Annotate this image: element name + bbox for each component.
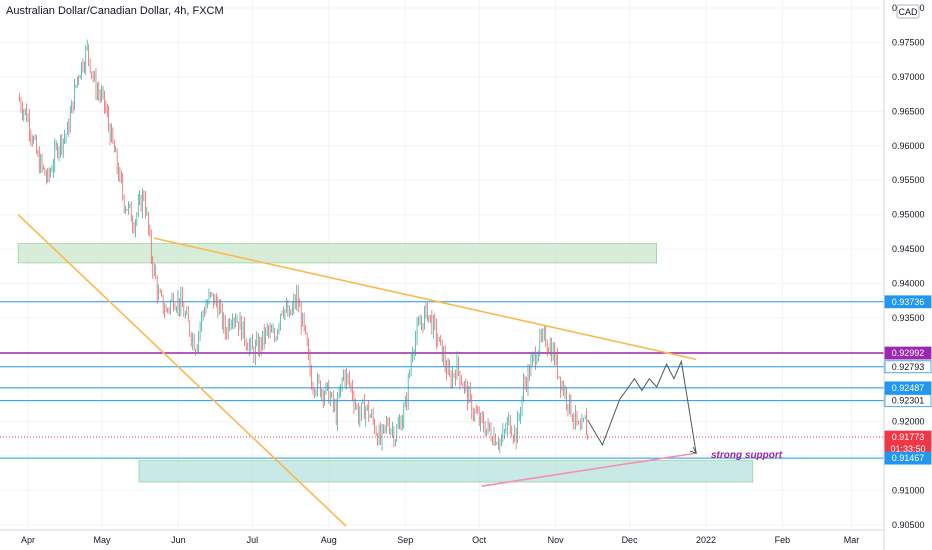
- zone-rect: [138, 460, 754, 483]
- x-tick-label: Sep: [397, 535, 413, 545]
- price-tag-label: 0.92301: [892, 396, 925, 406]
- price-tags: 0.93736 0.92992 0.92793 0.92487 0.92301 0.917…: [884, 295, 932, 465]
- projection-layer: [587, 359, 698, 454]
- y-tick-label: 0.97000: [892, 72, 925, 82]
- zone-rect: [17, 243, 657, 264]
- y-tick-label: 0.91000: [892, 485, 925, 495]
- y-tick-label: 0.90500: [892, 520, 925, 530]
- x-tick-label: Aug: [321, 535, 337, 545]
- currency-label: CAD: [898, 7, 918, 17]
- x-tick-label: Oct: [472, 535, 487, 545]
- y-tick-label: 0.96500: [892, 106, 925, 116]
- x-tick-label: 2022: [696, 535, 716, 545]
- y-tick-label: 0.92000: [892, 416, 925, 426]
- x-tick-label: Mar: [844, 535, 860, 545]
- price-tag: [884, 394, 932, 408]
- trendline: [17, 214, 347, 527]
- x-tick-label: Jun: [171, 535, 186, 545]
- x-tick-label: Jul: [247, 535, 259, 545]
- price-tag: [884, 360, 932, 374]
- price-tag: [884, 295, 932, 309]
- candlestick-series: [19, 39, 589, 454]
- price-tag-label: 01:33:50: [890, 444, 925, 454]
- price-tag: [884, 346, 932, 360]
- price-tag-label: 0.92487: [892, 383, 925, 393]
- annotation-strong-support: strong support: [711, 450, 783, 461]
- x-tick-label: Dec: [622, 535, 639, 545]
- y-tick-label: 0.95000: [892, 210, 925, 220]
- price-axis[interactable]: 0.980000.975000.970000.965000.960000.955…: [892, 3, 925, 530]
- x-tick-label: Nov: [548, 535, 565, 545]
- price-tag-label: 0.93736: [892, 297, 925, 307]
- price-tag-label: 0.91773: [892, 432, 925, 442]
- price-tag-label: 0.92992: [892, 348, 925, 358]
- projection-arrowhead: [689, 446, 698, 454]
- trendline: [481, 452, 697, 487]
- y-tick-label: 0.96000: [892, 141, 925, 151]
- price-tag: [884, 451, 932, 465]
- x-tick-label: Feb: [775, 535, 791, 545]
- projection-path: [587, 359, 697, 454]
- price-tag-label: 0.91467: [892, 453, 925, 463]
- x-tick-label: May: [93, 535, 111, 545]
- currency-badge[interactable]: [896, 4, 920, 19]
- y-tick-label: 0.94000: [892, 279, 925, 289]
- time-axis[interactable]: Apr May Jun Jul Aug Sep Oct Nov Dec 2022 Feb Mar: [21, 535, 859, 545]
- price-tag-label: 0.92793: [892, 362, 925, 372]
- y-tick-label: 0.95500: [892, 175, 925, 185]
- trendline: [153, 237, 697, 361]
- y-tick-label: 0.94500: [892, 244, 925, 254]
- zone-layer: [17, 243, 754, 483]
- y-tick-label: 0.93500: [892, 313, 925, 323]
- price-tag: [884, 381, 932, 395]
- trendlines-layer: [17, 214, 697, 527]
- y-tick-label: 0.97500: [892, 37, 925, 47]
- horizontal-lines-layer: [0, 301, 884, 459]
- chart-title: Australian Dollar/Canadian Dollar, 4h, F…: [6, 5, 224, 17]
- x-tick-label: Apr: [21, 535, 35, 545]
